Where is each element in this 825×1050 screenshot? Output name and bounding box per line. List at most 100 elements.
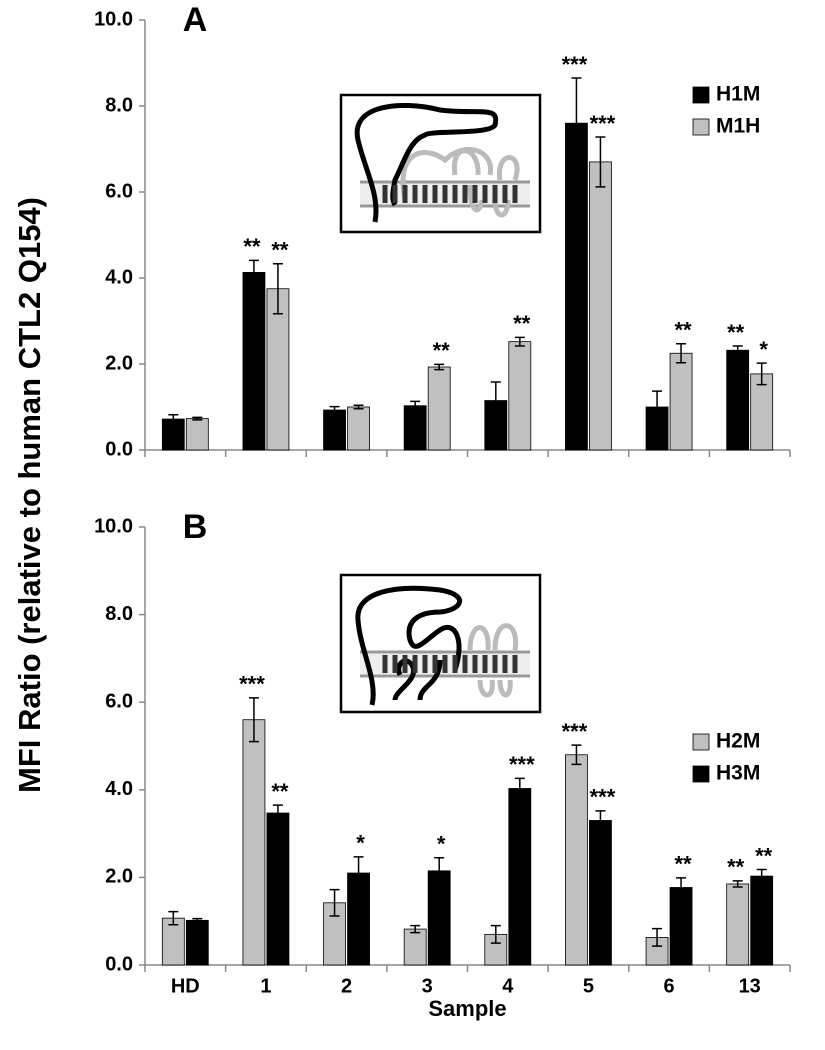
inset-diagram [339,93,542,234]
x-tick-label: 6 [664,975,675,997]
bar [403,405,427,451]
error-bar [192,917,203,923]
legend-label: H2M [716,730,760,753]
error-bar [353,856,364,890]
bar [347,406,370,451]
error-bar [434,363,445,371]
error-bar [329,888,340,917]
y-tick-label: 2.0 [105,866,133,888]
y-tick-label: 10.0 [94,515,133,537]
significance-label: * [437,832,446,857]
y-tick-label: 0.0 [105,438,133,460]
legend-label: H1M [716,83,760,106]
bar [266,812,290,966]
bar [565,754,588,966]
bar [185,418,209,451]
significance-label: ** [271,238,289,263]
y-tick-label: 4.0 [105,266,133,288]
error-bar [272,804,283,822]
bar [589,820,612,966]
error-bar [676,343,687,364]
bar [508,788,532,966]
bar [750,875,774,966]
legend-label: H3M [716,762,760,785]
significance-label: *** [562,52,588,77]
bar [427,870,451,966]
significance-label: *** [239,672,265,697]
x-tick-label: 13 [739,975,761,997]
panel-label: B [183,508,208,546]
y-tick-label: 0.0 [105,953,133,975]
bar [242,272,266,451]
error-bar [353,404,364,410]
bar [669,887,693,966]
error-bar [272,263,283,315]
legend-swatch [692,86,710,104]
error-bar [595,136,606,188]
y-tick-label: 6.0 [105,180,133,202]
y-tick-label: 10.0 [94,8,133,30]
significance-label: ** [727,855,745,880]
significance-label: *** [590,111,616,136]
x-tick-label: 1 [260,975,271,997]
error-bar [732,345,743,356]
panel-label: A [183,1,208,39]
y-tick-label: 8.0 [105,94,133,116]
y-tick-label: 6.0 [105,690,133,712]
y-tick-label: 8.0 [105,603,133,625]
error-bar [248,697,259,743]
bar [403,928,427,966]
bar [242,719,266,966]
x-tick-label: 4 [502,975,514,997]
error-bar [571,77,582,170]
bar [427,366,451,451]
significance-label: ** [433,338,451,363]
significance-label: ** [675,318,693,343]
legend-swatch [692,118,710,136]
error-bar [410,400,421,411]
error-bar [168,910,179,926]
y-axis-label: MFI Ratio (relative to human CTL2 Q154) [12,197,47,793]
error-bar [652,927,663,947]
error-bar [514,777,525,800]
error-bar [410,924,421,934]
bar [669,352,693,451]
x-tick-label: 2 [341,975,352,997]
significance-label: ** [675,852,693,877]
error-bar [756,362,767,386]
y-tick-label: 2.0 [105,352,133,374]
significance-label: *** [562,719,588,744]
bar [726,349,750,451]
error-bar [248,259,259,286]
error-bar [652,390,663,424]
error-bar [595,810,606,831]
x-tick-label: HD [171,975,200,997]
error-bar [514,336,525,347]
y-tick-label: 4.0 [105,778,133,800]
legend-swatch [692,733,710,751]
x-axis-label: Sample [428,996,506,1021]
error-bar [434,856,445,885]
significance-label: ** [243,234,261,259]
bar [565,122,588,451]
significance-label: * [356,831,365,856]
legend-label: M1H [716,115,760,138]
error-bar [490,381,501,420]
bar [726,883,750,966]
error-bar [490,924,501,944]
error-bar [168,413,179,425]
error-bar [676,877,687,898]
significance-label: ** [513,311,531,336]
bar [323,409,346,451]
error-bar [571,744,582,766]
legend-swatch [692,765,710,783]
error-bar [732,880,743,888]
significance-label: ** [727,320,745,345]
inset-diagram [339,573,542,714]
error-bar [756,868,767,884]
significance-label: *** [590,785,616,810]
error-bar [192,416,203,421]
significance-label: ** [271,779,289,804]
bar [508,341,532,451]
